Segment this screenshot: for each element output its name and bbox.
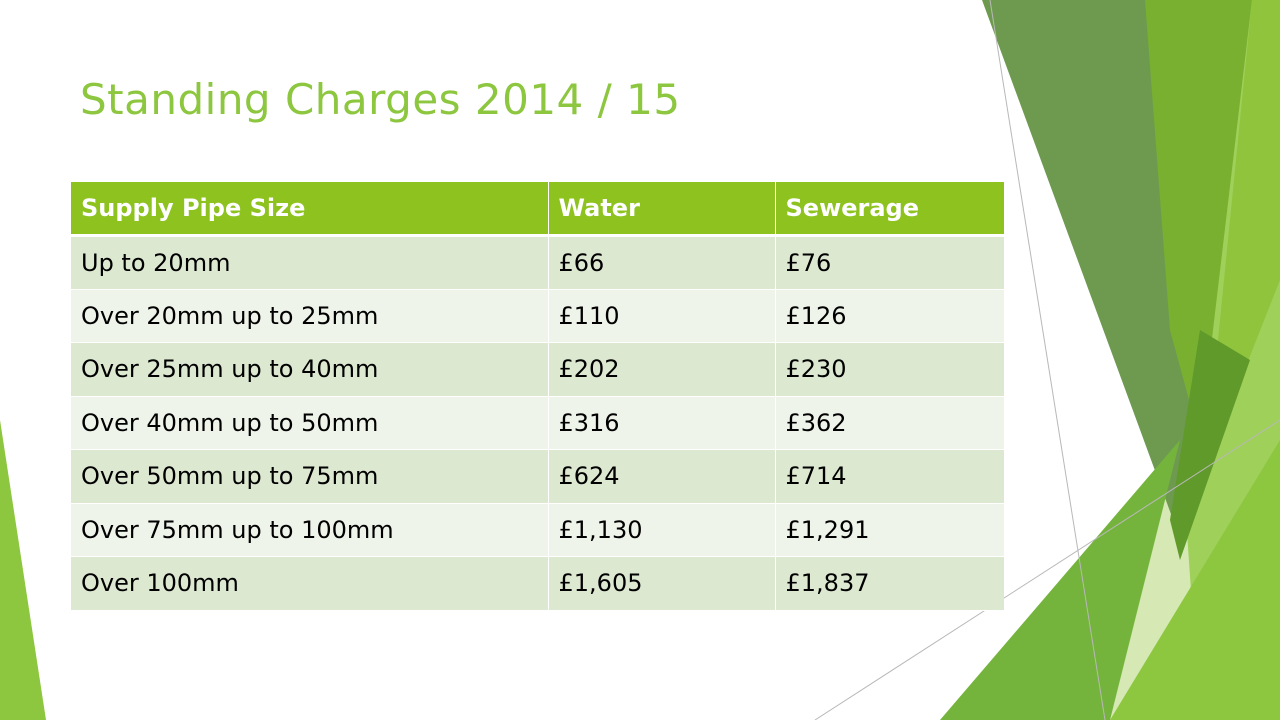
sewerage-charge-cell: £362 — [775, 396, 1004, 450]
sewerage-charge-cell: £1,837 — [775, 556, 1004, 611]
water-charge-cell: £1,130 — [548, 503, 776, 557]
olive-green-facet — [982, 0, 1205, 525]
mid-green-facet — [1145, 0, 1252, 440]
water-charge-cell: £316 — [548, 396, 776, 450]
diagonal-line-1 — [989, 0, 1106, 720]
pipe-size-cell: Over 25mm up to 40mm — [71, 342, 549, 397]
green-lower-facet — [940, 440, 1180, 720]
water-charge-cell: £202 — [548, 342, 776, 397]
sewerage-charge-cell: £230 — [775, 342, 1004, 397]
column-header-supply-pipe-size: Supply Pipe Size — [71, 182, 549, 237]
pipe-size-cell: Over 20mm up to 25mm — [71, 289, 549, 343]
sewerage-charge-cell: £1,291 — [775, 503, 1004, 557]
water-charge-cell: £624 — [548, 449, 776, 504]
diagonal-line-2 — [814, 419, 1280, 720]
sewerage-charge-cell: £76 — [775, 235, 1004, 290]
dark-green-facet — [1170, 330, 1250, 560]
sewerage-charge-cell: £126 — [775, 289, 1004, 343]
water-charge-cell: £110 — [548, 289, 776, 343]
table-row: Over 20mm up to 25mm £110 £126 — [71, 289, 1004, 343]
table-row: Over 50mm up to 75mm £624 £714 — [71, 449, 1004, 504]
column-header-water: Water — [548, 182, 776, 237]
slide-title: Standing Charges 2014 / 15 — [80, 75, 681, 124]
pipe-size-cell: Over 40mm up to 50mm — [71, 396, 549, 450]
pipe-size-cell: Over 100mm — [71, 556, 549, 611]
pipe-size-cell: Over 75mm up to 100mm — [71, 503, 549, 557]
column-header-sewerage: Sewerage — [775, 182, 1004, 237]
green-bottom-wedge — [1110, 440, 1280, 720]
table-row: Over 100mm £1,605 £1,837 — [71, 556, 1004, 611]
water-charge-cell: £66 — [548, 235, 776, 290]
left-green-sliver — [0, 420, 46, 720]
table-row: Over 75mm up to 100mm £1,130 £1,291 — [71, 503, 1004, 557]
water-charge-cell: £1,605 — [548, 556, 776, 611]
table-header-row: Supply Pipe Size Water Sewerage — [71, 182, 1004, 237]
standing-charges-table: Supply Pipe Size Water Sewerage Up to 20… — [71, 182, 1004, 611]
sewerage-charge-cell: £714 — [775, 449, 1004, 504]
pipe-size-cell: Up to 20mm — [71, 235, 549, 290]
pipe-size-cell: Over 50mm up to 75mm — [71, 449, 549, 504]
table-row: Up to 20mm £66 £76 — [71, 235, 1004, 290]
table-row: Over 40mm up to 50mm £316 £362 — [71, 396, 1004, 450]
table-row: Over 25mm up to 40mm £202 £230 — [71, 342, 1004, 397]
